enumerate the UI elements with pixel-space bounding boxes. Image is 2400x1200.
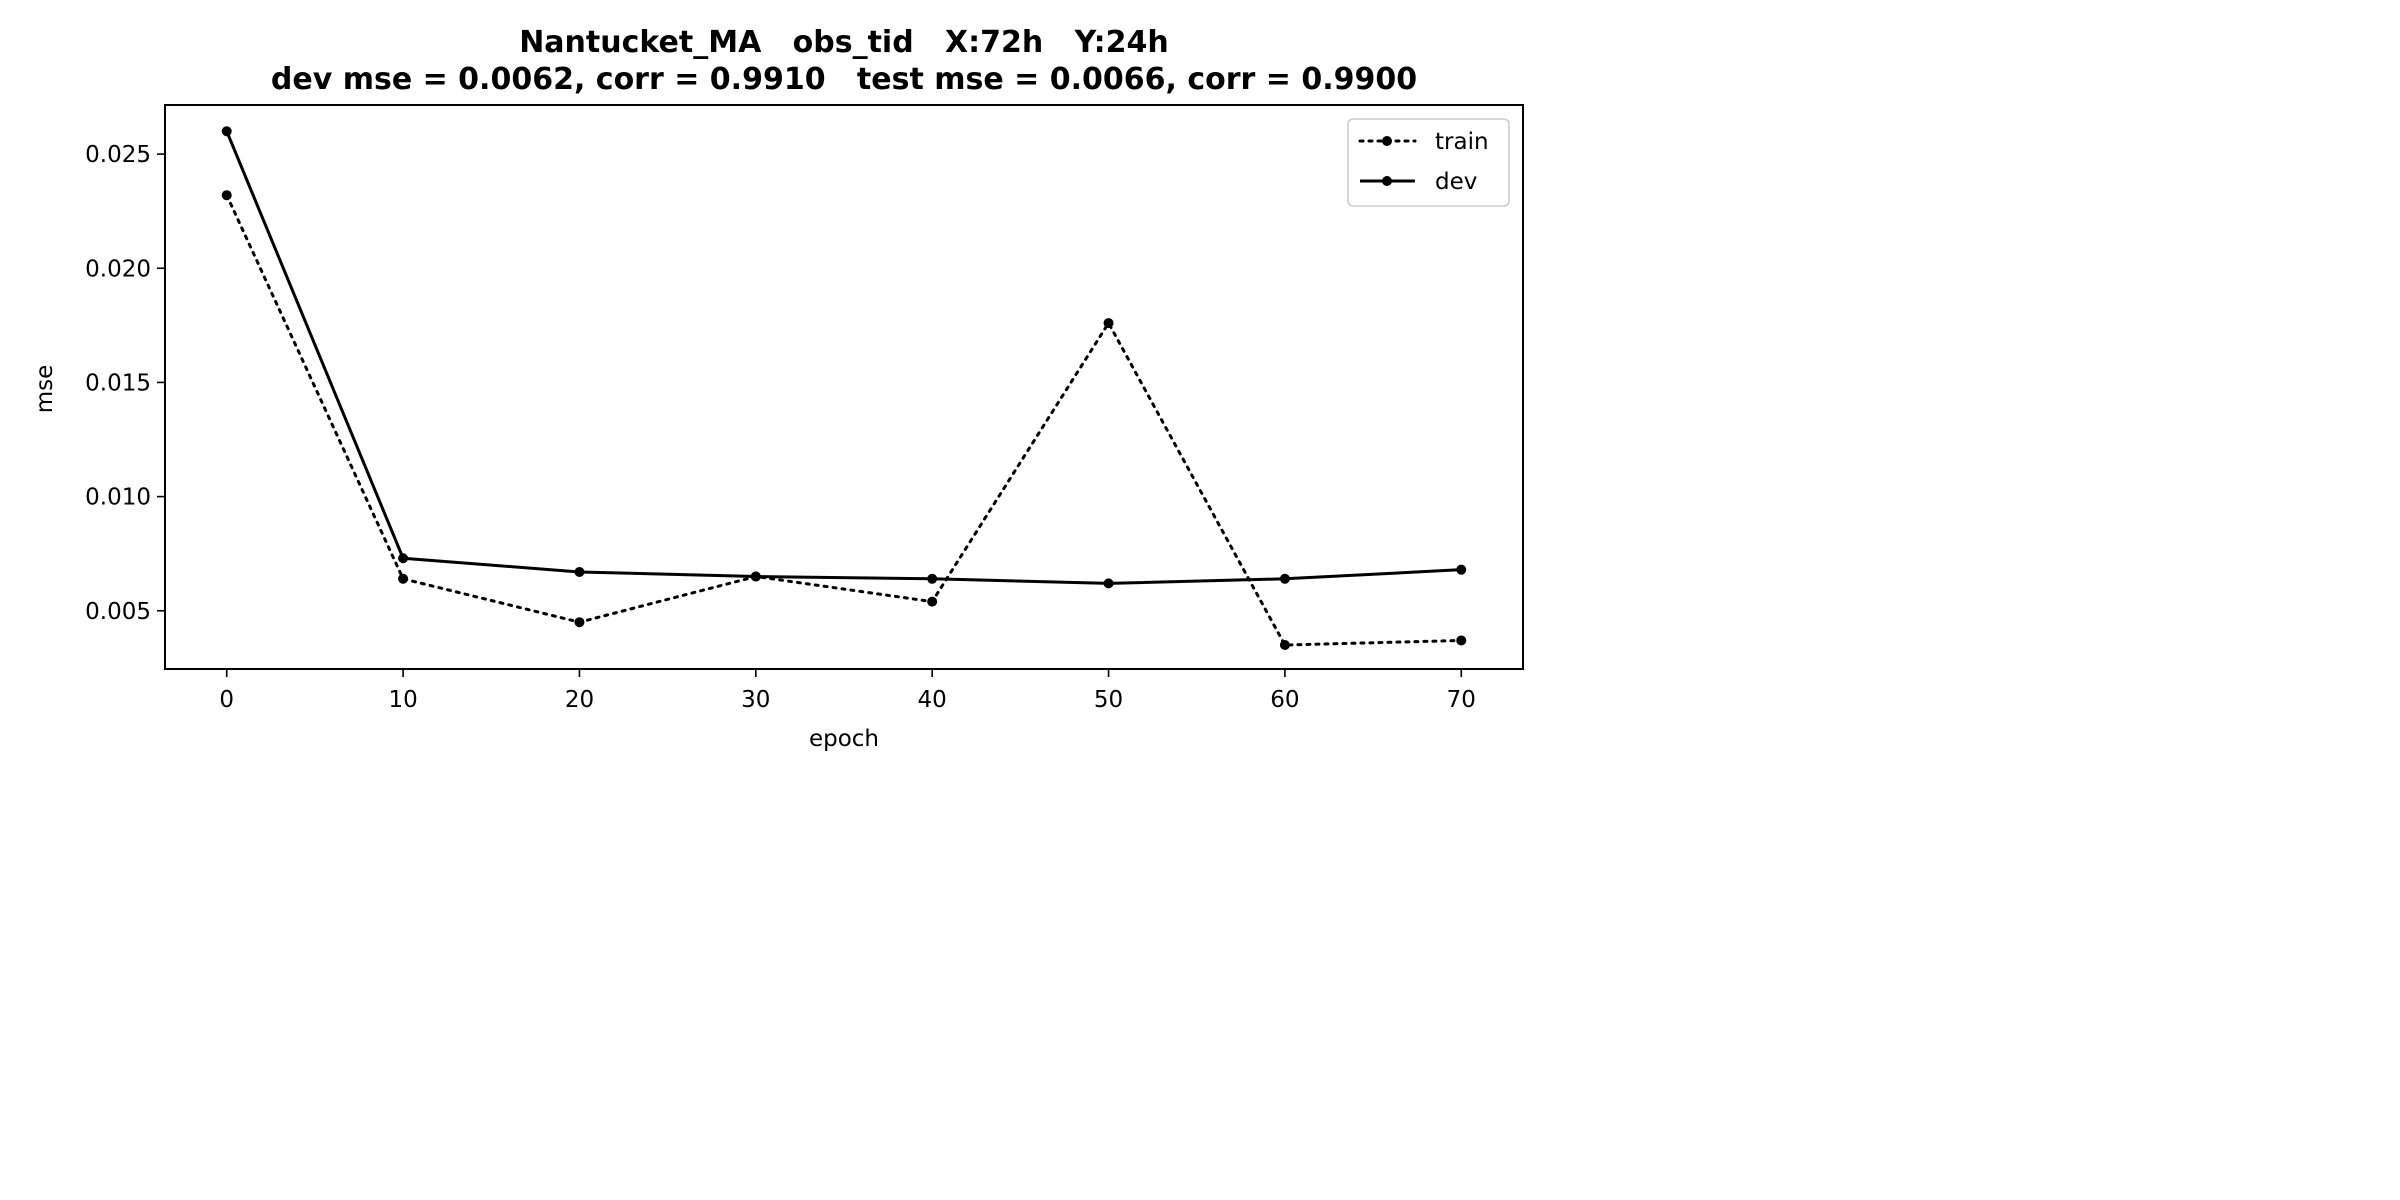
x-tick-label: 70 xyxy=(1447,687,1476,713)
data-point-train xyxy=(221,190,232,201)
plot-frame xyxy=(164,104,1524,670)
plot-area: 0 10 20 30 40 50 60 70 0.005 0.010 0.015 0.020 0.025 xyxy=(85,104,1524,713)
data-point-train xyxy=(1103,318,1114,329)
data-point-train xyxy=(574,617,585,628)
x-tick-label: 40 xyxy=(918,687,947,713)
y-tick-label: 0.025 xyxy=(85,142,151,168)
y-tick-label: 0.005 xyxy=(85,599,151,625)
y-tick-label: 0.020 xyxy=(85,256,151,282)
x-tick-label: 0 xyxy=(219,687,234,713)
y-tick-label: 0.010 xyxy=(85,485,151,511)
legend-label-train: train xyxy=(1435,129,1489,155)
data-point-dev xyxy=(750,571,761,582)
legend-label-dev: dev xyxy=(1435,169,1477,195)
series-line-train xyxy=(225,193,1463,647)
legend-marker-dev xyxy=(1382,176,1392,186)
data-point-dev xyxy=(221,126,232,137)
x-axis-label: epoch xyxy=(809,726,879,752)
data-point-dev xyxy=(574,566,585,577)
chart-title-line-2: dev mse = 0.0062, corr = 0.9910 test mse… xyxy=(271,62,1417,97)
line-chart: Nantucket_MA obs_tid X:72h Y:24h dev mse… xyxy=(32,25,1524,752)
data-point-dev xyxy=(398,553,409,564)
legend: train dev xyxy=(1347,118,1510,207)
data-point-train xyxy=(1279,640,1290,651)
y-tick-label: 0.015 xyxy=(85,370,151,396)
chart-container: Nantucket_MA obs_tid X:72h Y:24h dev mse… xyxy=(0,0,1545,772)
x-tick-label: 10 xyxy=(388,687,417,713)
data-point-dev xyxy=(927,573,938,584)
data-point-train xyxy=(927,596,938,607)
data-point-dev xyxy=(1456,564,1467,575)
series-line-dev xyxy=(225,130,1462,585)
chart-title-line-1: Nantucket_MA obs_tid X:72h Y:24h xyxy=(519,25,1169,60)
data-point-dev xyxy=(1103,578,1114,589)
x-tick-label: 20 xyxy=(565,687,594,713)
y-axis-label: mse xyxy=(32,365,58,414)
x-tick-label: 60 xyxy=(1270,687,1299,713)
data-point-dev xyxy=(1279,573,1290,584)
x-tick-label: 30 xyxy=(741,687,770,713)
data-point-train xyxy=(398,573,409,584)
legend-marker-train xyxy=(1382,136,1392,146)
x-tick-label: 50 xyxy=(1094,687,1123,713)
data-point-train xyxy=(1456,635,1467,646)
